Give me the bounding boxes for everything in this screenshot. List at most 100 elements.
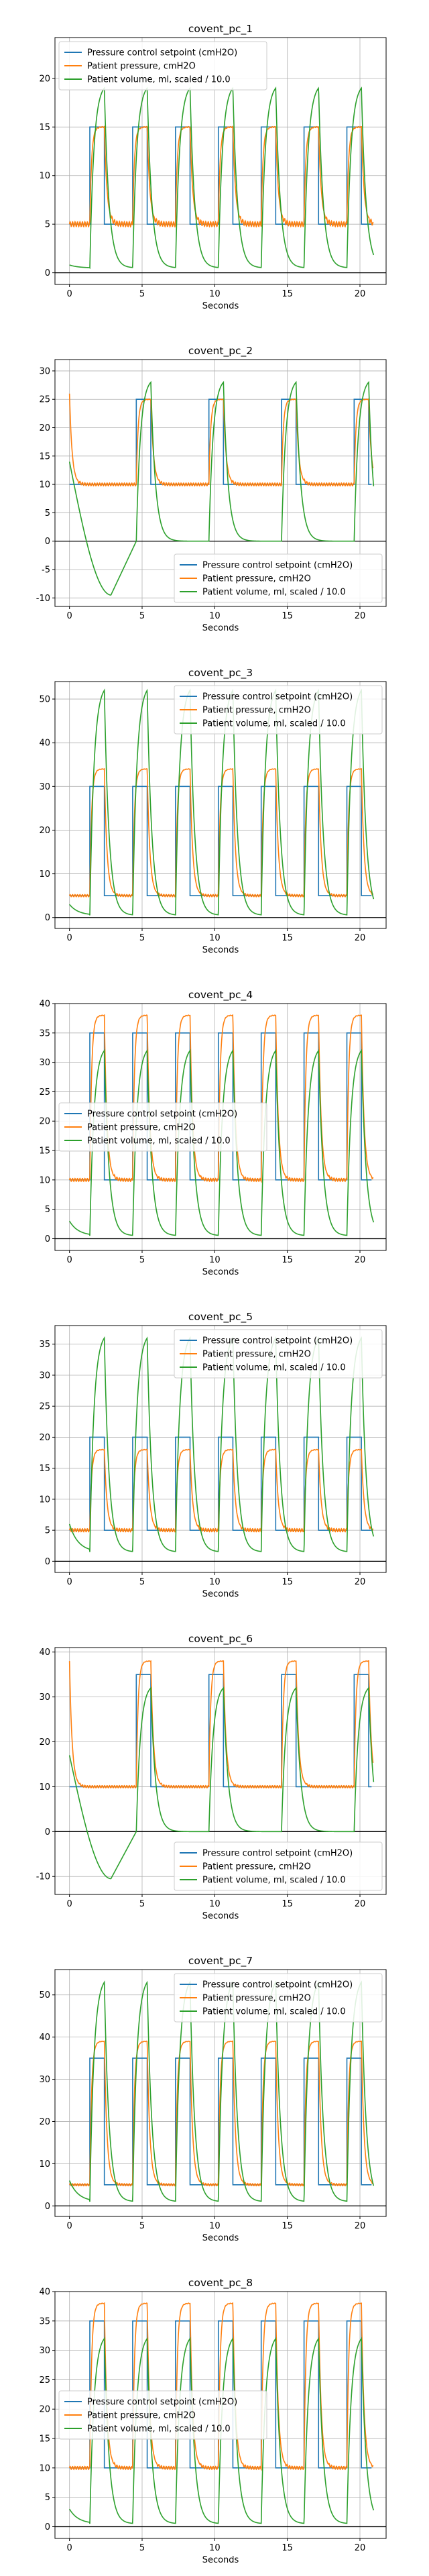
legend-label-pressure: Patient pressure, cmH2O <box>87 2411 196 2421</box>
y-tick-label: 20 <box>39 423 50 433</box>
y-tick-label: 10 <box>39 2463 50 2473</box>
series-line-pressure <box>68 1660 374 1789</box>
series-group <box>68 1980 375 2202</box>
axes-frame <box>54 1003 387 1251</box>
x-tick-label: 20 <box>355 933 366 943</box>
y-tick-label: 0 <box>45 268 50 278</box>
series-line-pressure <box>68 1448 374 1534</box>
chart-title: covent_pc_4 <box>188 989 253 1002</box>
chart-panel-1: 0 5 10 15 20 0 5 10 15 20 covent_pc_1 Seconds Pressu… <box>39 23 387 311</box>
legend-label-volume: Patient volume, ml, scaled / 10.0 <box>87 1136 231 1146</box>
y-tick-label: 20 <box>39 1117 50 1127</box>
legend: Pressure control setpoint (cmH2O) Patient… <box>58 41 267 91</box>
x-tick-label: 15 <box>282 1255 293 1265</box>
legend-box <box>174 553 383 603</box>
legend-label-setpoint: Pressure control setpoint (cmH2O) <box>202 692 353 702</box>
y-tick-label: 35 <box>39 2316 50 2326</box>
x-axis-label: Seconds <box>202 1911 239 1921</box>
series-line-pressure <box>68 125 374 228</box>
y-tick-label: 25 <box>39 2375 50 2385</box>
y-tick-label: 5 <box>45 220 50 230</box>
y-tick-label: -10 <box>36 594 50 604</box>
chart-panel-8: 0 5 10 15 20 0 5 10 15 20 25 30 35 40 covent_pc_8 Secon… <box>39 2277 387 2565</box>
legend-label-volume: Patient volume, ml, scaled / 10.0 <box>202 1363 346 1373</box>
y-tick-label: 50 <box>39 695 50 705</box>
y-tick-label: 5 <box>45 2493 50 2503</box>
x-axis-label: Seconds <box>202 301 239 311</box>
x-axis-label: Seconds <box>202 1267 239 1277</box>
y-tick-label: 0 <box>45 1557 50 1567</box>
y-tick-label: 10 <box>39 2159 50 2169</box>
axes-frame <box>54 359 387 607</box>
y-tick-label: 10 <box>39 1175 50 1185</box>
y-tick-label: 20 <box>39 826 50 836</box>
x-tick-label: 0 <box>67 1577 72 1587</box>
chart-title: covent_pc_5 <box>188 1311 253 1324</box>
x-tick-label: 15 <box>282 611 293 621</box>
legend-label-pressure: Patient pressure, cmH2O <box>202 1350 311 1360</box>
y-tick-label: 10 <box>39 1495 50 1505</box>
y-tick-label: 40 <box>39 2033 50 2043</box>
y-tick-label: 10 <box>39 480 50 490</box>
series-line-pressure <box>68 1014 374 1183</box>
series-group <box>68 87 375 270</box>
y-tick-label: 40 <box>39 1648 50 1658</box>
chart-panel-6: 0 5 10 15 20 -10 0 10 20 30 40 covent_pc_6 Seconds Pr… <box>36 1633 387 1921</box>
y-tick-label: 10 <box>39 1782 50 1792</box>
series-line-volume <box>69 87 375 270</box>
chart-title: covent_pc_2 <box>188 345 253 358</box>
x-tick-label: 5 <box>139 289 145 299</box>
y-tick-label: 40 <box>39 1000 50 1010</box>
y-tick-label: 30 <box>39 1693 50 1703</box>
y-tick-label: 25 <box>39 395 50 405</box>
y-tick-label: -10 <box>36 1872 50 1882</box>
legend: Pressure control setpoint (cmH2O) Patient… <box>174 685 383 735</box>
legend-label-pressure: Patient pressure, cmH2O <box>87 1123 196 1133</box>
x-tick-label: 5 <box>139 1577 145 1587</box>
legend-label-setpoint: Pressure control setpoint (cmH2O) <box>202 1849 353 1859</box>
y-tick-label: -5 <box>42 566 50 576</box>
legend-label-setpoint: Pressure control setpoint (cmH2O) <box>202 561 353 571</box>
legend-label-volume: Patient volume, ml, scaled / 10.0 <box>202 2007 346 2017</box>
x-tick-label: 10 <box>209 1577 221 1587</box>
y-tick-label: 30 <box>39 2075 50 2085</box>
y-tick-label: 30 <box>39 366 50 376</box>
legend-box <box>174 1329 383 1379</box>
axes-frame <box>54 1969 387 2217</box>
x-tick-label: 20 <box>355 1577 366 1587</box>
legend-label-volume: Patient volume, ml, scaled / 10.0 <box>87 2424 231 2434</box>
x-tick-label: 10 <box>209 1899 221 1909</box>
series-group <box>68 688 375 916</box>
y-tick-label: 10 <box>39 869 50 879</box>
legend-label-setpoint: Pressure control setpoint (cmH2O) <box>87 1110 237 1120</box>
legend-label-pressure: Patient pressure, cmH2O <box>87 62 196 72</box>
x-tick-label: 5 <box>139 2543 145 2553</box>
y-tick-label: 15 <box>39 2434 50 2445</box>
y-tick-label: 15 <box>39 1146 50 1157</box>
y-tick-label: 0 <box>45 1234 50 1244</box>
legend-box <box>58 41 267 91</box>
x-tick-label: 15 <box>282 289 293 299</box>
y-tick-label: 40 <box>39 2288 50 2298</box>
y-tick-label: 20 <box>39 1737 50 1748</box>
legend-box <box>174 685 383 735</box>
series-line-pressure <box>68 393 374 487</box>
axes-frame <box>54 681 387 929</box>
y-tick-label: 20 <box>39 2117 50 2127</box>
x-axis-label: Seconds <box>202 2233 239 2243</box>
x-tick-label: 20 <box>355 2221 366 2231</box>
x-tick-label: 0 <box>67 2543 72 2553</box>
legend-label-setpoint: Pressure control setpoint (cmH2O) <box>202 1980 353 1990</box>
y-tick-label: 5 <box>45 1526 50 1536</box>
legend-label-setpoint: Pressure control setpoint (cmH2O) <box>202 1336 353 1346</box>
series-line-pressure <box>68 2040 374 2188</box>
legend: Pressure control setpoint (cmH2O) Patient… <box>58 1102 267 1152</box>
x-tick-label: 5 <box>139 1255 145 1265</box>
series-line-volume <box>68 1980 375 2202</box>
x-tick-label: 10 <box>209 933 221 943</box>
x-tick-label: 0 <box>67 1899 72 1909</box>
y-tick-label: 40 <box>39 739 50 749</box>
x-tick-label: 20 <box>355 2543 366 2553</box>
y-tick-label: 35 <box>39 1028 50 1038</box>
